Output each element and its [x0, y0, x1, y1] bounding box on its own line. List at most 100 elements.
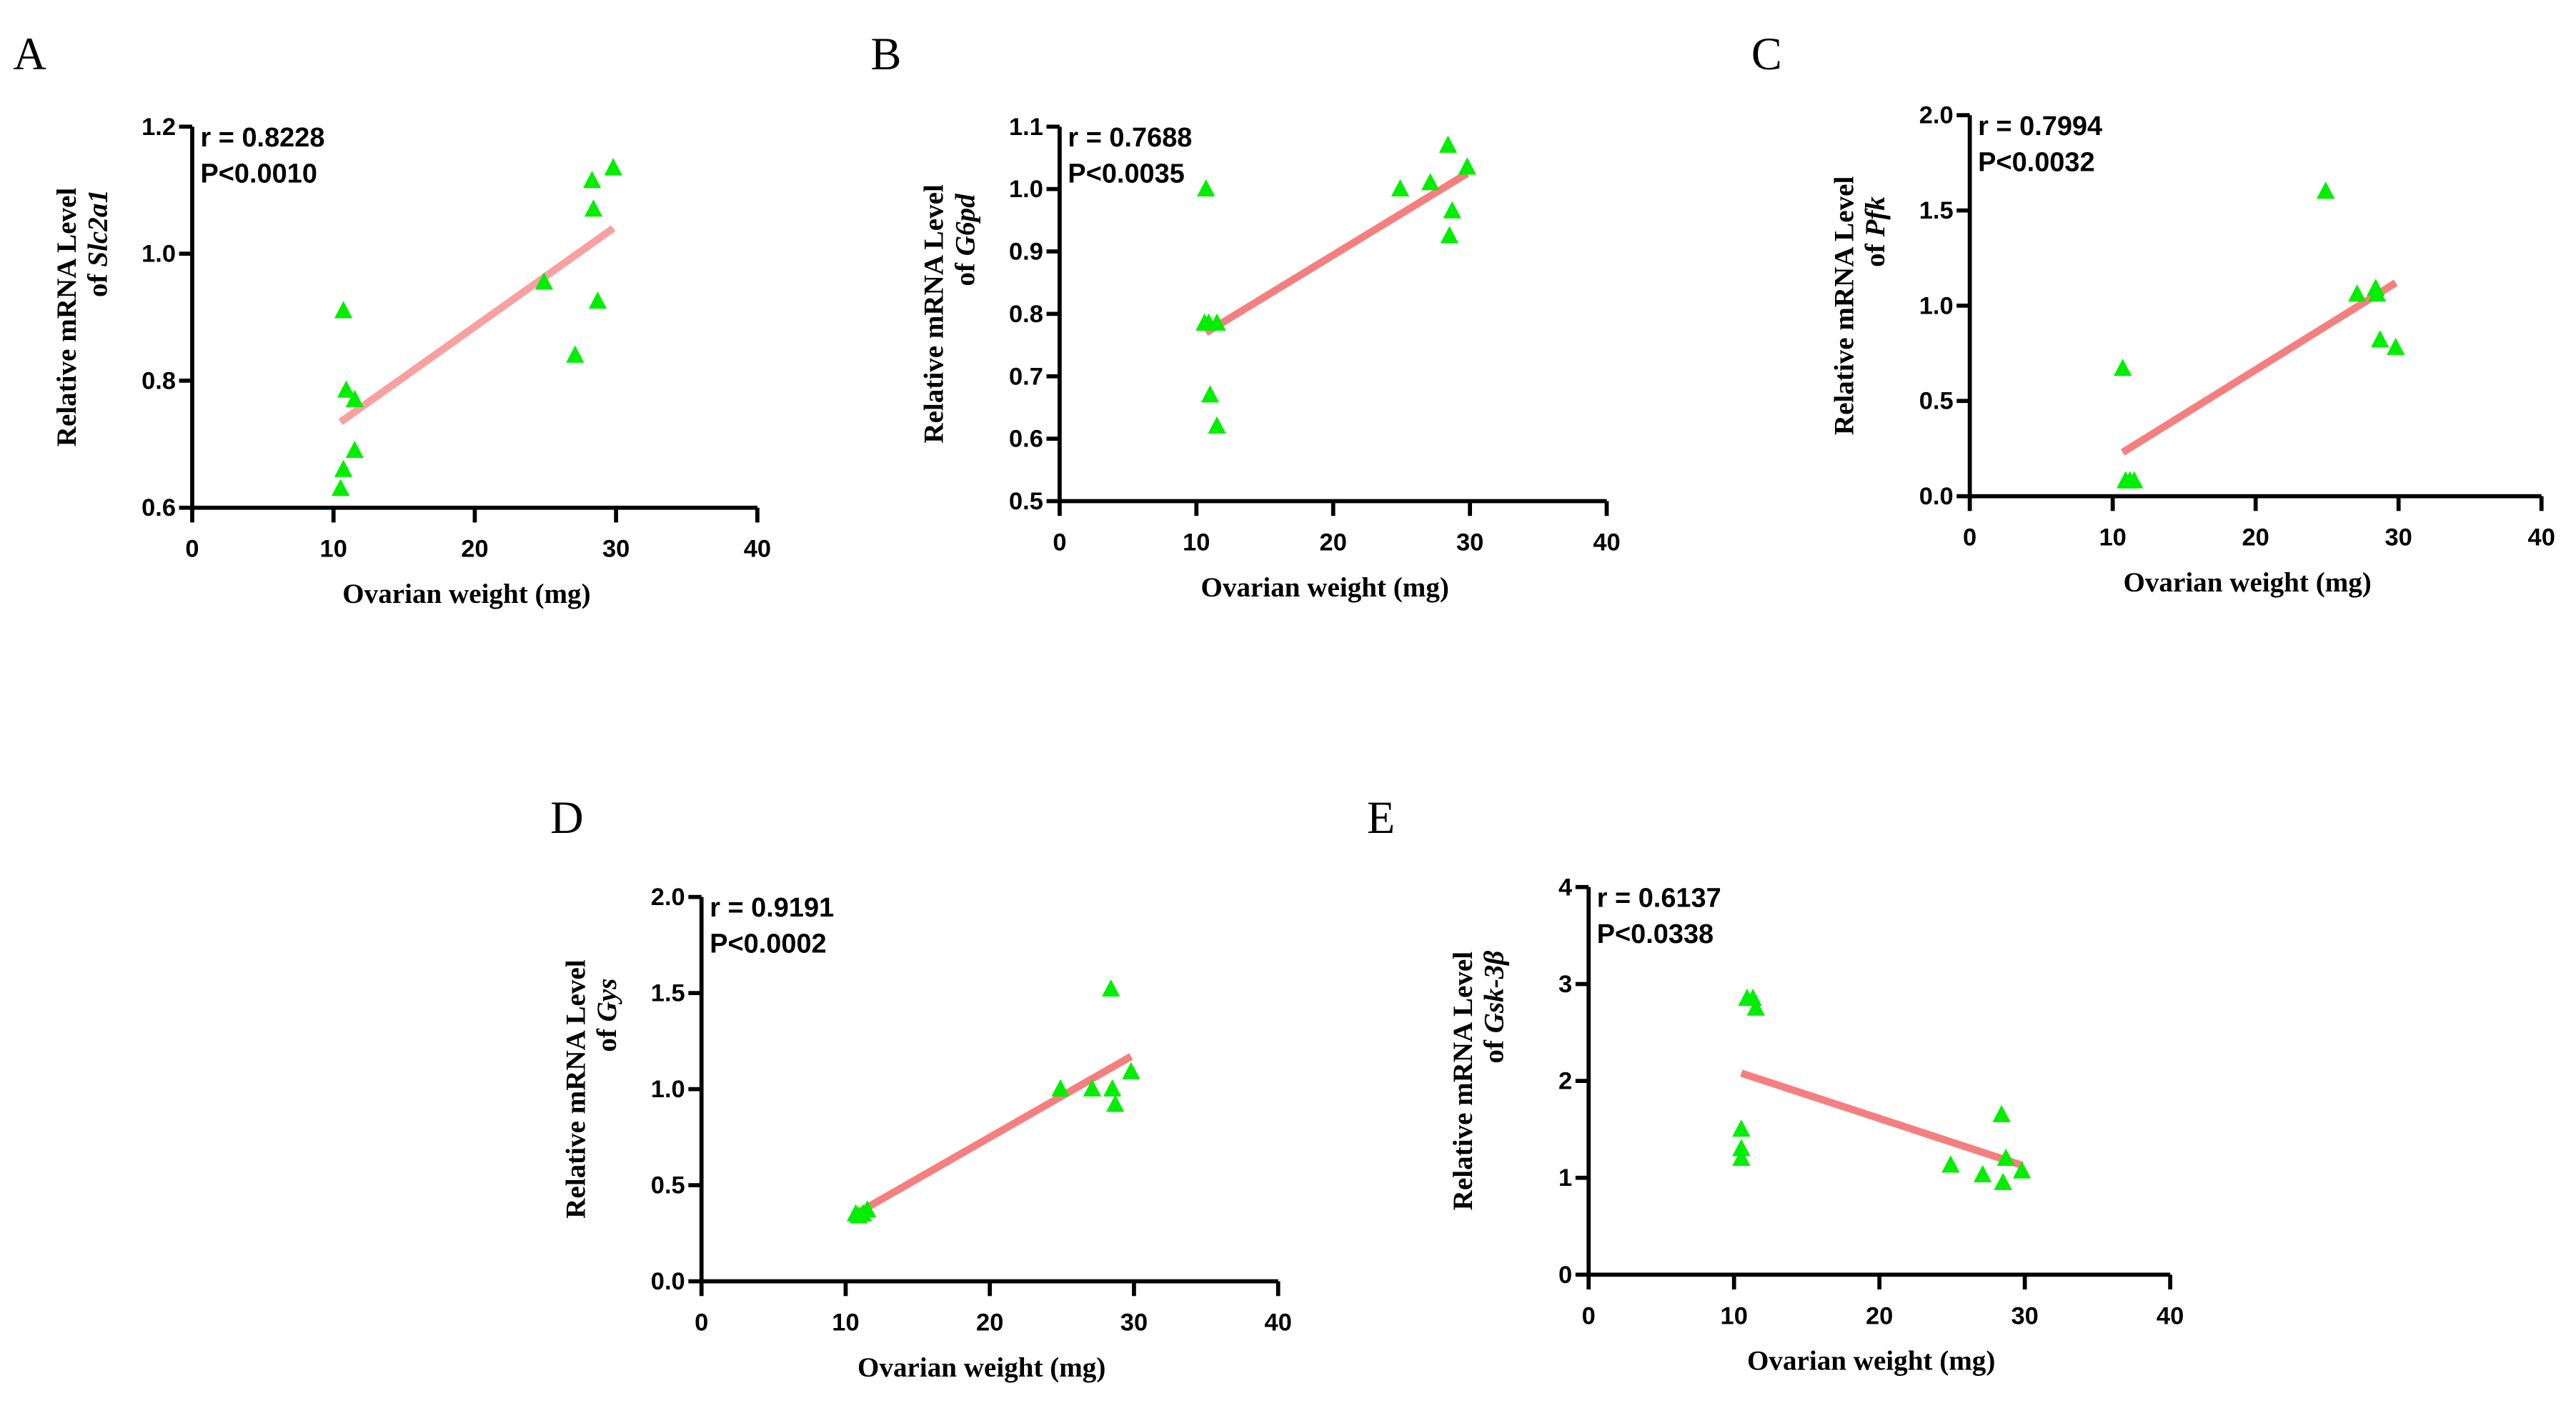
x-tick-label: 30	[602, 536, 630, 563]
correlation-r: r = 0.9191	[710, 893, 834, 923]
data-point	[1208, 416, 1226, 434]
panel-letter: C	[1751, 29, 1782, 79]
data-point	[1994, 1172, 2012, 1190]
y-axis-label-gene: G6pd	[950, 193, 980, 256]
data-point	[1197, 179, 1215, 197]
data-point	[534, 272, 553, 290]
data-point	[858, 1200, 877, 1218]
y-axis-label-line1: Relative mRNA Level	[560, 959, 591, 1219]
data-point	[588, 291, 607, 309]
data-point	[2317, 181, 2335, 199]
data-point	[334, 459, 353, 477]
data-point	[334, 301, 353, 319]
panel-c: C 0 10 20 30 40 0.0 0.5 1.0 1.5 2.0 r = 0.7994 P<0.0…	[1751, 29, 2555, 598]
y-axis-label-line1: Relative mRNA Level	[1448, 952, 1478, 1211]
y-axis-label-line1: Relative mRNA Level	[51, 188, 82, 447]
x-axis-label: Ovarian weight (mg)	[342, 579, 590, 609]
data-point	[1200, 385, 1220, 403]
y-tick-label: 1.0	[1919, 292, 1954, 319]
y-tick-label: 1.0	[651, 1076, 685, 1103]
x-tick-label: 20	[2242, 524, 2269, 551]
y-tick-label: 0.0	[1919, 483, 1954, 510]
y-tick-label: 2.0	[1919, 102, 1954, 129]
x-axis-label: Ovarian weight (mg)	[857, 1352, 1105, 1383]
data-point	[2012, 1161, 2032, 1179]
data-point	[337, 380, 356, 398]
data-point	[604, 158, 622, 176]
y-axis-label-line2: of G6pd	[950, 193, 980, 286]
p-value: P<0.0002	[710, 929, 826, 959]
data-point	[345, 440, 364, 459]
panel-d: D 0 10 20 30 40 0.0 0.5 1.0 1.5 2.0 r = 0.9191 P<0.0…	[550, 792, 1292, 1383]
p-value: P<0.0032	[1978, 147, 2094, 177]
x-tick-label: 30	[2385, 524, 2412, 551]
x-tick-label: 20	[1866, 1302, 1893, 1329]
correlation-r: r = 0.7688	[1068, 123, 1192, 153]
data-point	[1122, 1062, 1140, 1079]
data-point	[1208, 313, 1226, 331]
x-tick-label: 40	[1265, 1309, 1292, 1337]
data-point	[584, 199, 603, 217]
data-point	[1438, 135, 1458, 153]
panel-b: B 0 10 20 30 40 0.5 0.6 0.7 0.8 0.9 1.0 1.1 r = 0.768…	[871, 29, 1621, 603]
x-tick-label: 30	[2011, 1302, 2038, 1329]
y-tick-label: 0.9	[1009, 239, 1043, 266]
y-axis-label-gene: Pfk	[1860, 196, 1891, 238]
correlation-r: r = 0.8228	[200, 123, 324, 153]
y-tick-label: 2	[1558, 1068, 1572, 1095]
y-axis-label-line2: of Gsk-3β	[1479, 951, 1510, 1064]
p-value: P<0.0035	[1068, 159, 1184, 189]
panel-letter: E	[1367, 792, 1395, 843]
regression-line	[1740, 1069, 2024, 1169]
data-point	[1746, 998, 1765, 1016]
x-axis-label: Ovarian weight (mg)	[2124, 567, 2372, 598]
y-axis-label-line1: Relative mRNA Level	[919, 184, 950, 444]
y-axis-label-line2: of Slc2a1	[82, 189, 113, 297]
p-value: P<0.0010	[200, 159, 317, 189]
data-point	[2371, 330, 2389, 348]
x-tick-label: 0	[695, 1309, 708, 1337]
data-point	[1106, 1094, 1125, 1112]
data-point	[1421, 173, 1440, 191]
y-axis-label-gene: Gys	[592, 979, 622, 1022]
y-axis-label-prefix: of	[592, 1022, 622, 1052]
y-tick-label: 0.8	[141, 367, 176, 394]
y-axis-label-prefix: of	[82, 267, 113, 297]
x-tick-label: 10	[320, 536, 347, 563]
x-tick-label: 20	[461, 536, 488, 563]
y-tick-label: 1.1	[1009, 114, 1043, 141]
data-point	[1440, 226, 1459, 244]
data-point	[1973, 1164, 1992, 1183]
y-axis-label-line2: of Pfk	[1860, 196, 1891, 267]
y-tick-label: 1	[1558, 1164, 1572, 1192]
data-point	[1732, 1148, 1751, 1166]
x-tick-label: 20	[976, 1309, 1003, 1337]
correlation-r: r = 0.6137	[1597, 883, 1721, 913]
y-tick-label: 4	[1558, 874, 1572, 901]
data-point	[331, 479, 350, 496]
panel-letter: A	[13, 29, 46, 79]
x-tick-label: 30	[1456, 529, 1483, 556]
x-tick-label: 10	[1721, 1302, 1748, 1329]
data-point	[1941, 1155, 1960, 1173]
y-tick-label: 0.5	[651, 1172, 685, 1199]
x-tick-label: 10	[832, 1309, 859, 1337]
y-tick-label: 2.0	[651, 884, 685, 911]
regression-line	[854, 1053, 1133, 1217]
y-axis-label-line1: Relative mRNA Level	[1829, 176, 1859, 436]
panel-a: A 0 10 20 30 40 0.6 0.8 1.0 1.2 r = 0.8228 P<0.0010…	[13, 29, 771, 609]
data-point	[1996, 1148, 2015, 1166]
x-tick-label: 40	[2157, 1302, 2184, 1329]
y-tick-label: 0	[1558, 1262, 1572, 1289]
data-point	[566, 345, 585, 363]
y-tick-label: 1.0	[141, 241, 176, 268]
x-tick-label: 0	[1053, 529, 1066, 556]
regression-line	[2120, 279, 2398, 456]
regression-line	[1204, 170, 1469, 336]
p-value: P<0.0338	[1597, 919, 1714, 949]
data-point	[1443, 201, 1461, 219]
x-tick-label: 30	[1120, 1309, 1148, 1337]
data-point	[2121, 471, 2139, 489]
data-point	[2387, 337, 2405, 355]
data-point	[582, 171, 602, 189]
